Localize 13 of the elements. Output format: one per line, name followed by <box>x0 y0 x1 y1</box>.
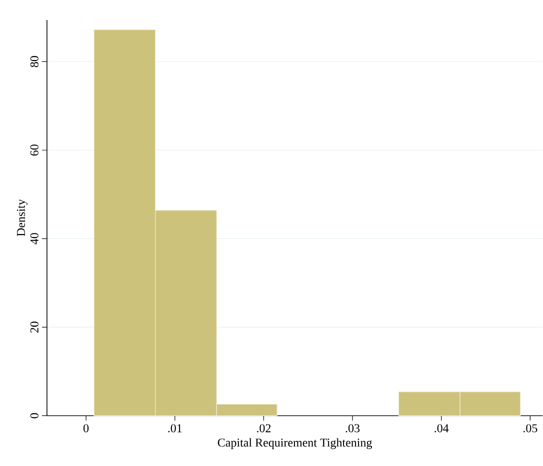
x-tick-label: .03 <box>346 424 360 433</box>
x-tick-label: .02 <box>256 424 271 433</box>
y-tick-label: 40 <box>30 233 38 245</box>
x-axis-title: Capital Requirement Tightening <box>218 438 372 450</box>
y-tick-label: 60 <box>30 144 38 156</box>
y-axis-title: Density <box>16 199 28 236</box>
x-tick-label: 0 <box>84 424 89 432</box>
x-tick-label: .04 <box>434 424 449 433</box>
y-tick-label: 0 <box>30 413 38 418</box>
y-tick-label: 20 <box>30 322 38 333</box>
x-tick-label: .05 <box>523 424 538 433</box>
x-tick-label: .01 <box>168 424 182 433</box>
y-tick-label: 80 <box>30 56 38 68</box>
